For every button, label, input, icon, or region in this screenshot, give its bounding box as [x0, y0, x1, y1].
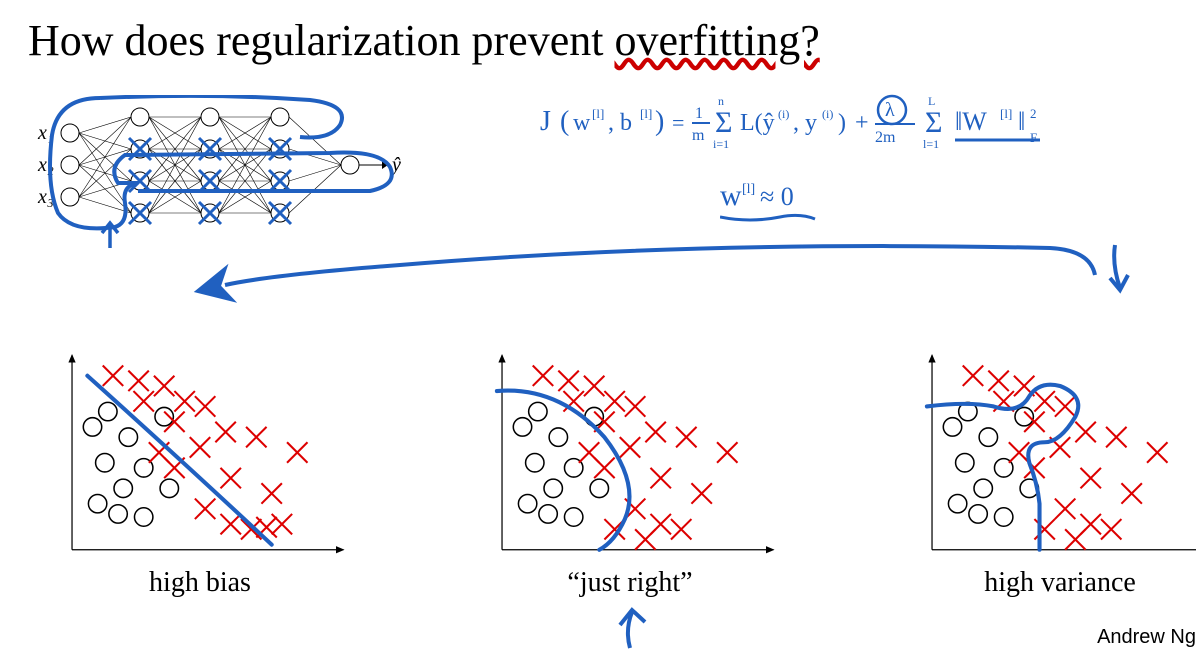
svg-text:[l]: [l] [640, 106, 652, 121]
svg-text:1: 1 [695, 105, 703, 122]
formula-svg: J ( w [l] , b [l] ) = 1 m Σ n i=1 L(ŷ (i… [540, 90, 1180, 175]
svg-text:=: = [672, 110, 684, 135]
svg-text:, b: , b [608, 110, 632, 136]
svg-text:+: + [855, 110, 869, 136]
svg-text:): ) [655, 106, 664, 137]
svg-text:i=1: i=1 [713, 137, 729, 151]
svg-text:F: F [1030, 130, 1037, 145]
svg-text:[l]: [l] [592, 106, 604, 121]
svg-text:L: L [928, 94, 935, 108]
plot-high-variance-svg [900, 345, 1196, 560]
neural-network-diagram: x₁x₂x₃ŷ [30, 95, 410, 235]
svg-text:2: 2 [1030, 106, 1037, 121]
plot-just-right-svg [470, 345, 790, 560]
svg-text:Σ: Σ [925, 106, 942, 139]
svg-text:(i): (i) [822, 107, 833, 121]
svg-text:w: w [720, 179, 742, 212]
svg-text:n: n [718, 94, 724, 108]
weights-approx-zero: w [l] ≈ 0 [720, 175, 870, 243]
nn-svg: x₁x₂x₃ŷ [30, 95, 410, 235]
svg-text:[l]: [l] [742, 182, 755, 197]
svg-text:L(ŷ: L(ŷ [740, 110, 775, 136]
svg-text:J: J [540, 106, 551, 137]
formula2-svg: w [l] ≈ 0 [720, 175, 870, 235]
plot-label-high-variance: high variance [900, 567, 1196, 599]
page-title: How does regularization prevent overfitt… [28, 15, 820, 66]
cost-function-formula: J ( w [l] , b [l] ) = 1 m Σ n i=1 L(ŷ (i… [540, 90, 1180, 160]
plot-high-variance: high variance [900, 345, 1196, 605]
plot-label-just-right: “just right” [470, 567, 790, 599]
svg-text:Σ: Σ [715, 106, 732, 139]
svg-text:‖W: ‖W [955, 107, 987, 136]
plot-high-bias: high bias [40, 345, 360, 605]
title-prefix: How does regularization prevent [28, 16, 614, 65]
svg-text:l=1: l=1 [923, 137, 939, 151]
plot-label-high-bias: high bias [40, 567, 360, 599]
plot-just-right: “just right” [470, 345, 790, 605]
svg-text:‖: ‖ [1018, 107, 1025, 136]
svg-text:, y: , y [793, 110, 817, 136]
svg-text:[l]: [l] [1000, 106, 1012, 121]
title-underlined: overfitting? [614, 16, 819, 65]
svg-text:): ) [838, 110, 846, 136]
svg-text:λ: λ [885, 99, 895, 121]
svg-text:(i): (i) [778, 107, 789, 121]
attribution: Andrew Ng [1097, 626, 1196, 649]
svg-text:w: w [573, 110, 591, 136]
svg-text:≈ 0: ≈ 0 [760, 182, 794, 211]
svg-text:2m: 2m [875, 129, 896, 146]
plot-high-bias-svg [40, 345, 360, 560]
svg-text:(: ( [560, 106, 569, 137]
svg-text:m: m [692, 127, 705, 144]
bias-variance-plots: high bias “just right” high variance [40, 345, 1196, 605]
